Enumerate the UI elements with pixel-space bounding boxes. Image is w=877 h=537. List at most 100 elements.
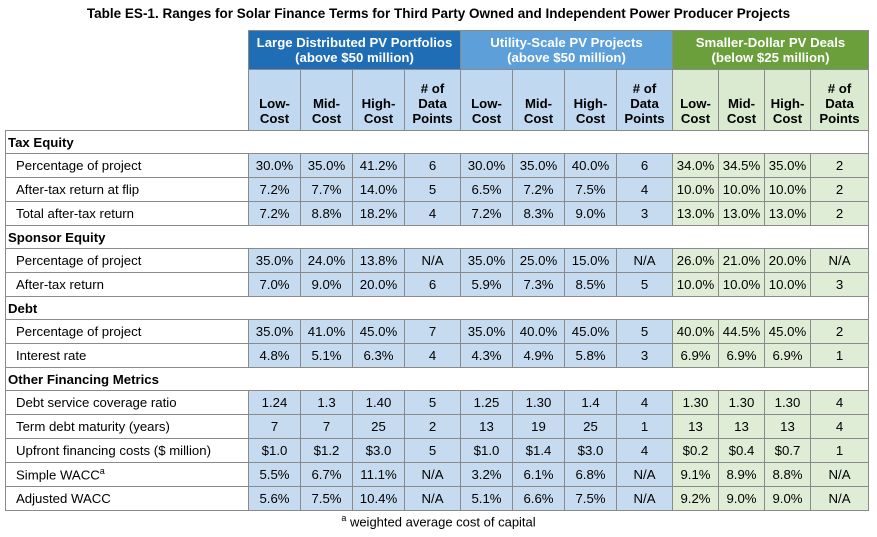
col-header-high: High- Cost [352, 69, 405, 131]
value-cell: $0.2 [672, 438, 719, 463]
table-row: Simple WACCa 5.5% 6.7% 11.1% N/A 3.2% 6.1% 6.8%… [5, 462, 869, 487]
footnote: a weighted average cost of capital [0, 513, 877, 529]
value-cell: 7.5% [300, 486, 353, 511]
col-header-line: Mid- [312, 96, 341, 111]
value-cell: 40.0% [672, 319, 719, 344]
finance-terms-table: Large Distributed PV Portfolios (above $… [5, 30, 869, 511]
value-cell: 5 [616, 319, 673, 344]
value-cell: $1.0 [248, 438, 301, 463]
row-label-text: Percentage of project [16, 158, 142, 173]
group-name: Utility-Scale PV Projects [490, 35, 643, 50]
value-cell: 7 [248, 414, 301, 439]
value-cell: 5 [616, 272, 673, 297]
col-header-line: Cost [726, 111, 757, 126]
value-cell: 25.0% [512, 248, 565, 273]
value-cell: 6.9% [672, 343, 719, 368]
row-label: After-tax return at flip [5, 177, 249, 202]
value-cell: 13.8% [352, 248, 405, 273]
value-cell: 19 [512, 414, 565, 439]
value-cell: 41.0% [300, 319, 353, 344]
value-cell: 1.30 [764, 390, 811, 415]
value-cell: 8.8% [764, 462, 811, 487]
value-cell: 9.0% [564, 201, 617, 226]
value-cell: 11.1% [352, 462, 405, 487]
value-cell: 5.8% [564, 343, 617, 368]
value-cell: 7.5% [564, 177, 617, 202]
corner-cell [5, 30, 249, 70]
footnote-marker: a [341, 513, 347, 523]
value-cell: 8.9% [718, 462, 765, 487]
group-name: Large Distributed PV Portfolios [256, 35, 453, 50]
value-cell: 7.7% [300, 177, 353, 202]
value-cell: 13 [764, 414, 811, 439]
col-header-line: Cost [259, 111, 290, 126]
value-cell: 7.2% [248, 177, 301, 202]
value-cell: 9.0% [718, 486, 765, 511]
section-row: Other Financing Metrics [5, 367, 869, 391]
value-cell: 8.8% [300, 201, 353, 226]
col-header-line: Cost [680, 111, 711, 126]
col-header-line: Points [412, 111, 453, 126]
group-name: Smaller-Dollar PV Deals [695, 35, 846, 50]
row-label-text: Upfront financing costs ($ million) [16, 443, 211, 458]
value-cell: $0.4 [718, 438, 765, 463]
col-header-mid: Mid- Cost [718, 69, 765, 131]
value-cell: 6.9% [718, 343, 765, 368]
value-cell: 6 [404, 153, 461, 178]
group-sub: (above $50 million) [507, 50, 626, 65]
value-cell: 1.4 [564, 390, 617, 415]
value-cell: 6.8% [564, 462, 617, 487]
value-cell: 7 [300, 414, 353, 439]
section-label: Other Financing Metrics [5, 367, 249, 391]
value-cell: 1 [810, 343, 869, 368]
value-cell: 35.0% [300, 153, 353, 178]
col-header-line: Data [825, 96, 854, 111]
value-cell: 40.0% [564, 153, 617, 178]
col-header-line: Points [624, 111, 665, 126]
col-header-line: Cost [772, 111, 803, 126]
value-cell: 45.0% [564, 319, 617, 344]
value-cell: 34.0% [672, 153, 719, 178]
value-cell: 9.0% [764, 486, 811, 511]
section-fill [248, 130, 869, 154]
value-cell: 10.0% [718, 177, 765, 202]
value-cell: 5 [404, 177, 461, 202]
row-label: Simple WACCa [5, 462, 249, 487]
value-cell: $0.7 [764, 438, 811, 463]
value-cell: 7.2% [460, 201, 513, 226]
value-cell: 10.0% [672, 177, 719, 202]
table-row: Term debt maturity (years) 7 7 25 2 13 19 25 1 13… [5, 414, 869, 439]
value-cell: 21.0% [718, 248, 765, 273]
value-cell: 1 [616, 414, 673, 439]
row-label-text: Simple WACC [16, 467, 100, 483]
col-header-low: Low- Cost [248, 69, 301, 131]
value-cell: 6 [616, 153, 673, 178]
footnote-text: weighted average cost of capital [346, 514, 536, 530]
value-cell: 1.30 [718, 390, 765, 415]
table-row: Upfront financing costs ($ million) $1.0 $… [5, 438, 869, 463]
section-fill [248, 367, 869, 391]
row-label: Debt service coverage ratio [5, 390, 249, 415]
value-cell: 18.2% [352, 201, 405, 226]
value-cell: 10.4% [352, 486, 405, 511]
value-cell: 14.0% [352, 177, 405, 202]
group-sub: (above $50 million) [295, 50, 414, 65]
value-cell: N/A [404, 462, 461, 487]
value-cell: 4.8% [248, 343, 301, 368]
col-header-line: # of [420, 81, 445, 96]
value-cell: 6.1% [512, 462, 565, 487]
value-cell: $1.4 [512, 438, 565, 463]
group-header-utility-scale: Utility-Scale PV Projects (above $50 mil… [460, 30, 673, 70]
row-label-text: Term debt maturity (years) [16, 419, 170, 434]
value-cell: N/A [810, 486, 869, 511]
value-cell: 3 [616, 201, 673, 226]
col-header-high: High- Cost [764, 69, 811, 131]
value-cell: 2 [810, 177, 869, 202]
value-cell: 10.0% [764, 272, 811, 297]
section-label: Tax Equity [5, 130, 249, 154]
col-header-line: Low- [680, 96, 711, 111]
col-header-mid: Mid- Cost [512, 69, 565, 131]
value-cell: 8.5% [564, 272, 617, 297]
col-header-line: High- [361, 96, 396, 111]
col-header-low: Low- Cost [672, 69, 719, 131]
